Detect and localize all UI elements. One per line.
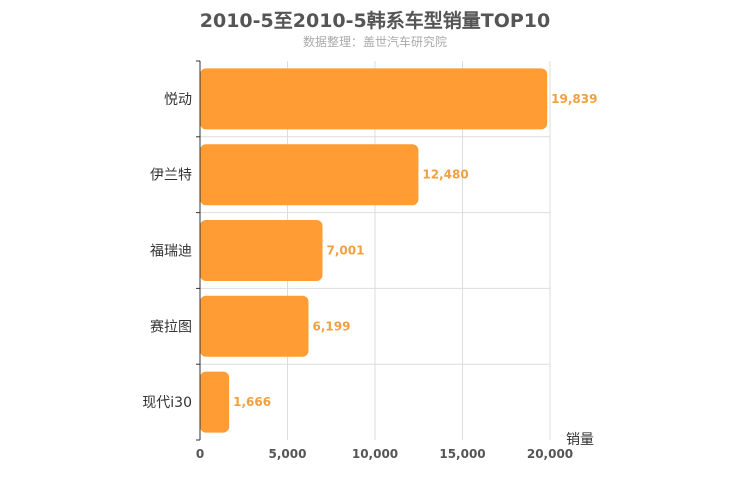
data-label: 1,666 <box>233 395 271 409</box>
category-label: 伊兰特 <box>150 168 192 184</box>
chart-subtitle: 数据整理：盖世汽车研究院 <box>302 35 447 49</box>
category-label: 赛拉图 <box>150 319 192 335</box>
bar <box>200 371 230 433</box>
bars <box>200 68 548 433</box>
x-axis-title: 销量 <box>566 432 594 448</box>
x-tick-label: 15,000 <box>439 447 485 461</box>
category-label: 悦动 <box>164 92 192 108</box>
bar <box>200 68 548 130</box>
x-tick-label: 10,000 <box>352 447 398 461</box>
ticks: 0 5,000 10,000 15,000 20,000 <box>196 60 573 461</box>
category-label: 现代i30 <box>142 395 192 411</box>
x-tick-label: 0 <box>196 447 204 461</box>
bar <box>200 144 419 206</box>
chart-title: 2010-5至2010-5韩系车型销量TOP10 <box>199 10 551 32</box>
x-tick-label: 20,000 <box>527 447 573 461</box>
bar <box>200 220 323 281</box>
category-label: 福瑞迪 <box>150 244 192 260</box>
data-label: 7,001 <box>327 244 365 258</box>
labels: 19,839 悦动 12,480 伊兰特 7,001 福瑞迪 6,199 赛拉图 1,666 现代… <box>142 92 597 411</box>
bar <box>200 295 309 357</box>
data-label: 19,839 <box>551 92 597 106</box>
x-tick-label: 5,000 <box>269 447 307 461</box>
data-label: 6,199 <box>312 319 350 333</box>
data-label: 12,480 <box>422 168 468 182</box>
